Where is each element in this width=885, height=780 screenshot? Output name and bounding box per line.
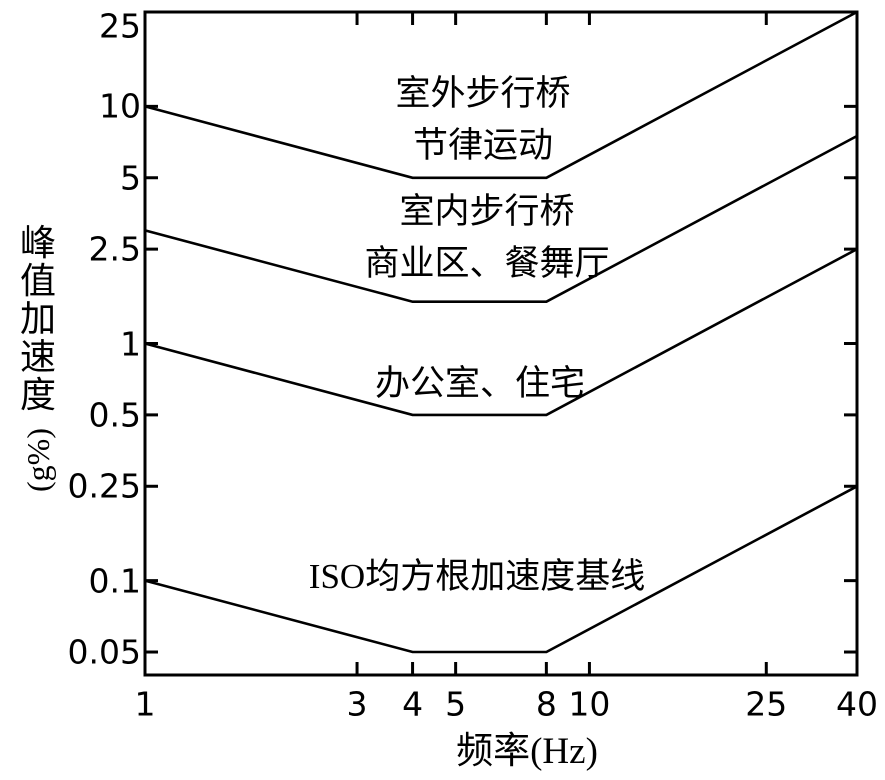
x-tick-label-1: 1 (134, 684, 156, 724)
y-tick-label-0.5: 0.5 (88, 395, 141, 435)
x-tick-label-4: 4 (402, 684, 424, 724)
y-axis-title: 峰值加速度 (g%) (14, 224, 62, 500)
annotation-office-residence: 办公室、住宅 (375, 358, 585, 410)
annotation-indoor-footbridge-mall-dining: 室内步行桥商业区、餐舞厅 (364, 186, 609, 290)
y-tick-label-2.5: 2.5 (88, 229, 141, 269)
annotation-line: 节律运动 (412, 126, 554, 165)
y-tick-label-10: 10 (99, 86, 141, 126)
annotation-line: 商业区、餐舞厅 (364, 244, 610, 283)
x-tick-label-5: 5 (445, 684, 467, 724)
y-axis-unit-wrapper: (g%) (14, 420, 62, 500)
y-axis-title-char: 度 (19, 375, 56, 415)
y-tick-label-5: 5 (120, 158, 141, 198)
series-line-0 (144, 10, 858, 180)
annotation-outdoor-footbridge-rhythmic: 室外步行桥 节律运动 (395, 68, 570, 172)
y-tick-label-0.05: 0.05 (67, 632, 141, 672)
annotation-line: 办公室、住宅 (374, 364, 586, 403)
y-tick-label-0.25: 0.25 (67, 466, 141, 506)
y-axis-title-char: 加 (19, 299, 56, 339)
x-axis-title: 频率(Hz) (456, 731, 598, 772)
y-axis-unit: (g%) (20, 428, 56, 492)
series-line-1 (144, 134, 858, 304)
x-tick-label-3: 3 (346, 684, 368, 724)
x-tick-label-25: 25 (745, 684, 788, 724)
annotation-line: ISO均方根加速度基线 (308, 557, 646, 596)
y-tick-label-25: 25 (99, 6, 141, 46)
annotation-iso-rms-acceleration-baseline: ISO均方根加速度基线 (309, 551, 645, 603)
y-axis-title-char: 速 (19, 337, 56, 377)
series-line-3 (144, 485, 858, 654)
x-tick-label-10: 10 (568, 684, 611, 724)
x-tick-label-8: 8 (535, 684, 557, 724)
annotation-line: 室外步行桥 (395, 74, 571, 113)
annotation-line: 室内步行桥 (399, 192, 575, 231)
y-axis-title-char: 峰 (19, 223, 56, 263)
y-tick-label-0.1: 0.1 (88, 561, 141, 601)
x-tick-label-40: 40 (836, 684, 878, 724)
y-axis-title-char: 值 (19, 261, 56, 301)
y-tick-label-1: 1 (120, 324, 141, 363)
series-line-2 (144, 247, 858, 417)
